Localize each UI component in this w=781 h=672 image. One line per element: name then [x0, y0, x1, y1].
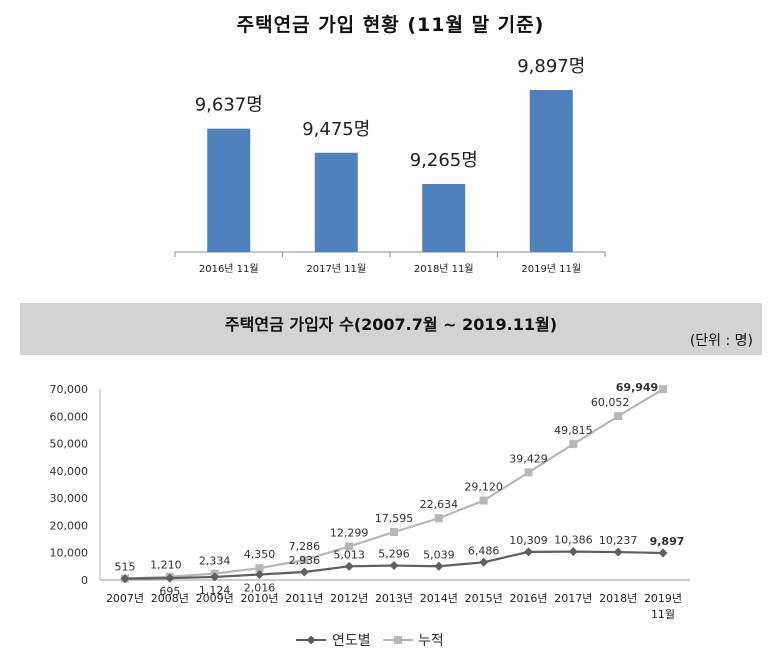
x-tick-label: 2017년 [554, 592, 592, 605]
x-tick-label: 2019년 [644, 592, 682, 605]
cumulative-marker [479, 496, 488, 505]
x-tick-label: 2015년 [465, 592, 503, 605]
yearly-marker [658, 548, 668, 558]
cumulative-data-label: 2,334 [199, 555, 231, 568]
bar [314, 152, 358, 252]
line-chart-banner: 주택연금 가입자 수(2007.7월 ~ 2019.11월) [20, 303, 762, 355]
cumulative-data-label: 69,949 [616, 381, 658, 394]
cumulative-data-label: 1,210 [150, 559, 182, 572]
yearly-data-label: 6,486 [468, 544, 500, 557]
cumulative-marker [569, 440, 578, 449]
cumulative-data-label: 7,286 [289, 540, 321, 553]
y-tick-label: 60,000 [50, 410, 89, 423]
x-tick-label: 2009년 [196, 592, 234, 605]
unit-label: (단위 : 명) [689, 333, 753, 349]
cumulative-data-label: 17,595 [375, 512, 414, 525]
yearly-data-label: 10,309 [509, 534, 548, 547]
x-tick-label: 2008년 [151, 592, 189, 605]
yearly-marker [120, 574, 130, 584]
bar-chart: 9,637명 2016년 11월 9,475명 2017년 11월 9,265명 2018… [174, 56, 606, 275]
cumulative-marker [390, 527, 398, 536]
x-tick-label: 2012년 [330, 592, 368, 605]
y-tick-label: 30,000 [50, 492, 89, 505]
cumulative-data-label: 49,815 [554, 424, 593, 437]
legend-yearly-marker [306, 635, 316, 645]
y-tick-label: 70,000 [50, 383, 89, 396]
x-tick-label: 2007년 [106, 592, 144, 605]
cumulative-data-label: 12,299 [330, 526, 369, 539]
legend-cumulative-marker [394, 636, 402, 644]
bar-value-label: 9,897명 [517, 56, 585, 77]
x-tick-label: 2018년 [599, 592, 637, 605]
yearly-data-label: 695 [159, 585, 180, 598]
x-tick-label: 2016년 [509, 592, 547, 605]
y-tick-label: 40,000 [50, 465, 89, 478]
yearly-data-label: 5,039 [423, 548, 455, 561]
yearly-marker [434, 561, 444, 571]
bar [422, 184, 466, 252]
cumulative-data-label: 4,350 [244, 548, 276, 561]
yearly-marker [255, 569, 264, 579]
x-tick-label: 2013년 [375, 592, 413, 605]
x-tick-label: 2014년 [420, 592, 458, 605]
yearly-marker [210, 572, 220, 582]
y-tick-label: 10,000 [50, 547, 89, 560]
cumulative-data-label: 60,052 [591, 396, 630, 409]
x-tick-label: 2010년 [240, 592, 278, 605]
yearly-data-label: 9,897 [650, 535, 685, 548]
cumulative-marker [659, 385, 667, 394]
bar-category-label: 2019년 11월 [521, 263, 581, 275]
bar-category-label: 2016년 11월 [199, 263, 259, 275]
yearly-marker [299, 567, 309, 577]
yearly-data-label: 515 [115, 561, 136, 574]
yearly-data-label: 2,936 [289, 554, 321, 567]
legend-yearly-label: 연도별 [332, 633, 371, 649]
y-tick-label: 50,000 [50, 438, 89, 451]
bar-chart-title: 주택연금 가입 현황 (11월 말 기준) [236, 14, 545, 36]
yearly-data-label: 2,016 [244, 581, 276, 594]
bar-value-label: 9,637명 [195, 95, 263, 116]
yearly-data-label: 10,386 [554, 534, 593, 547]
bar-value-label: 9,265명 [410, 150, 478, 171]
yearly-marker [613, 547, 623, 557]
cumulative-marker [524, 468, 533, 477]
cumulative-marker [614, 412, 623, 421]
yearly-marker [568, 547, 578, 557]
cumulative-data-label: 29,120 [464, 481, 503, 494]
yearly-marker [479, 557, 489, 567]
yearly-data-label: 5,013 [333, 548, 365, 561]
bar-value-label: 9,475명 [302, 119, 370, 140]
legend-cumulative-label: 누적 [418, 633, 444, 649]
yearly-data-label: 5,296 [378, 548, 410, 561]
yearly-data-label: 10,237 [599, 534, 638, 547]
line-chart-title: 주택연금 가입자 수(2007.7월 ~ 2019.11월) [224, 315, 558, 334]
y-tick-label: 0 [81, 574, 88, 587]
cumulative-data-label: 22,634 [420, 498, 459, 511]
cumulative-marker [300, 556, 309, 565]
yearly-marker [389, 561, 399, 571]
cumulative-marker [255, 564, 264, 573]
x-tick-sublabel: 11월 [651, 608, 675, 621]
yearly-data-label: 1,124 [199, 584, 231, 597]
cumulative-data-label: 39,429 [509, 452, 548, 465]
cumulative-marker [345, 542, 354, 551]
yearly-marker [344, 561, 354, 571]
cumulative-marker [434, 514, 443, 523]
yearly-marker [165, 573, 175, 583]
yearly-marker [524, 547, 533, 557]
bar-category-label: 2018년 11월 [414, 263, 474, 275]
x-tick-label: 2011년 [285, 592, 323, 605]
bar [207, 128, 251, 252]
y-tick-label: 20,000 [50, 519, 89, 532]
bar [529, 90, 573, 252]
bar-category-label: 2017년 11월 [306, 263, 366, 275]
